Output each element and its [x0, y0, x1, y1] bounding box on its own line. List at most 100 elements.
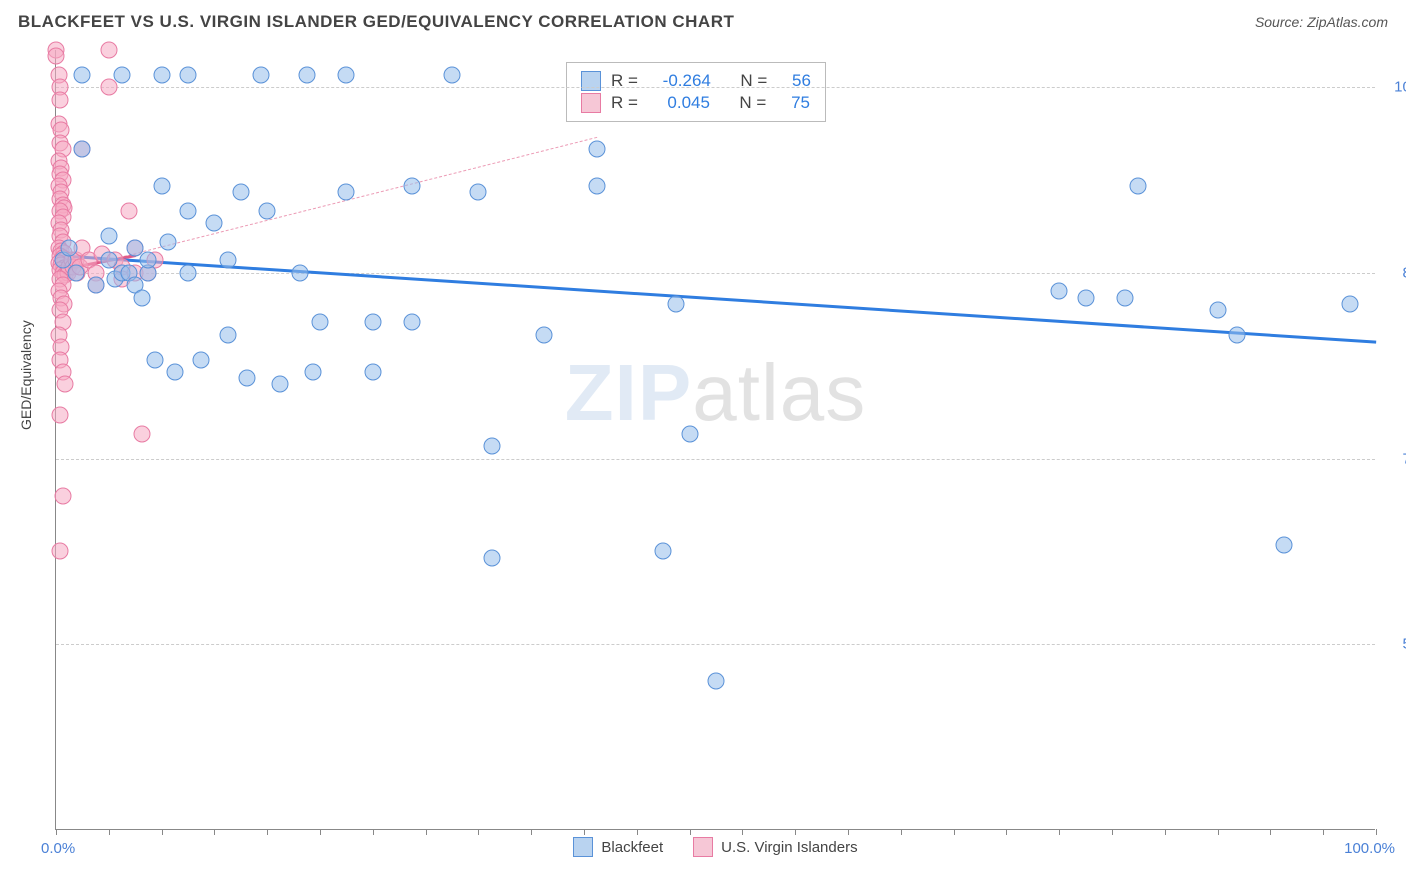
- x-tick-mark: [1165, 829, 1166, 835]
- x-tick-mark: [478, 829, 479, 835]
- data-point: [252, 66, 269, 83]
- data-point: [180, 264, 197, 281]
- data-point: [668, 295, 685, 312]
- x-tick-mark: [1112, 829, 1113, 835]
- data-point: [51, 91, 68, 108]
- data-point: [51, 407, 68, 424]
- data-point: [87, 277, 104, 294]
- data-point: [655, 543, 672, 560]
- data-point: [312, 314, 329, 331]
- data-point: [1117, 289, 1134, 306]
- data-point: [100, 79, 117, 96]
- x-tick-mark: [584, 829, 585, 835]
- data-point: [74, 141, 91, 158]
- data-point: [61, 240, 78, 257]
- data-point: [292, 264, 309, 281]
- y-tick-label: 55.0%: [1385, 636, 1406, 653]
- x-tick-mark: [1323, 829, 1324, 835]
- data-point: [54, 487, 71, 504]
- gridline: [56, 87, 1375, 88]
- x-tick-mark: [795, 829, 796, 835]
- data-point: [298, 66, 315, 83]
- data-point: [140, 252, 157, 269]
- data-point: [219, 252, 236, 269]
- data-point: [1229, 326, 1246, 343]
- data-point: [100, 227, 117, 244]
- data-point: [444, 66, 461, 83]
- x-tick-mark: [1218, 829, 1219, 835]
- data-point: [338, 184, 355, 201]
- x-tick-mark: [162, 829, 163, 835]
- x-tick-mark: [954, 829, 955, 835]
- data-point: [1209, 302, 1226, 319]
- data-point: [180, 66, 197, 83]
- y-tick-label: 85.0%: [1385, 264, 1406, 281]
- data-point: [133, 289, 150, 306]
- data-point: [153, 178, 170, 195]
- x-tick-mark: [1376, 829, 1377, 835]
- x-tick-mark: [109, 829, 110, 835]
- x-tick-mark: [742, 829, 743, 835]
- data-point: [160, 233, 177, 250]
- x-tick-mark: [267, 829, 268, 835]
- data-point: [166, 363, 183, 380]
- data-point: [589, 178, 606, 195]
- x-tick-mark: [1270, 829, 1271, 835]
- data-point: [1275, 537, 1292, 554]
- y-tick-label: 70.0%: [1385, 450, 1406, 467]
- data-point: [67, 264, 84, 281]
- legend-item-blackfeet: Blackfeet: [573, 837, 663, 857]
- gridline: [56, 644, 1375, 645]
- data-point: [57, 376, 74, 393]
- data-point: [272, 376, 289, 393]
- data-point: [133, 425, 150, 442]
- data-point: [120, 202, 137, 219]
- source-label: Source: ZipAtlas.com: [1255, 14, 1388, 30]
- x-tick-mark: [901, 829, 902, 835]
- stats-row-virgin-islanders: R = 0.045 N = 75: [581, 93, 811, 113]
- gridline: [56, 273, 1375, 274]
- data-point: [219, 326, 236, 343]
- watermark: ZIPatlas: [565, 347, 866, 439]
- legend-item-virgin-islanders: U.S. Virgin Islanders: [693, 837, 857, 857]
- data-point: [180, 202, 197, 219]
- x-tick-mark: [690, 829, 691, 835]
- data-point: [232, 184, 249, 201]
- swatch-pink-icon: [693, 837, 713, 857]
- data-point: [147, 351, 164, 368]
- y-tick-label: 100.0%: [1385, 79, 1406, 96]
- x-tick-mark: [373, 829, 374, 835]
- trend-line: [56, 254, 1376, 343]
- x-tick-mark: [637, 829, 638, 835]
- data-point: [1077, 289, 1094, 306]
- data-point: [364, 363, 381, 380]
- x-tick-mark: [1006, 829, 1007, 835]
- x-tick-mark: [56, 829, 57, 835]
- y-axis-label: GED/Equivalency: [18, 320, 34, 430]
- data-point: [259, 202, 276, 219]
- data-point: [364, 314, 381, 331]
- x-tick-mark: [848, 829, 849, 835]
- bottom-legend: Blackfeet U.S. Virgin Islanders: [56, 837, 1375, 857]
- data-point: [48, 48, 65, 65]
- data-point: [536, 326, 553, 343]
- x-tick-mark: [214, 829, 215, 835]
- data-point: [305, 363, 322, 380]
- data-point: [483, 549, 500, 566]
- data-point: [470, 184, 487, 201]
- data-point: [681, 425, 698, 442]
- data-point: [338, 66, 355, 83]
- data-point: [708, 673, 725, 690]
- data-point: [114, 66, 131, 83]
- data-point: [1341, 295, 1358, 312]
- x-tick-mark: [426, 829, 427, 835]
- stats-legend-box: R = -0.264 N = 56 R = 0.045 N = 75: [566, 62, 826, 122]
- gridline: [56, 459, 1375, 460]
- scatter-plot: ZIPatlas R = -0.264 N = 56 R = 0.045 N =…: [55, 50, 1375, 830]
- data-point: [153, 66, 170, 83]
- swatch-pink-icon: [581, 93, 601, 113]
- data-point: [206, 215, 223, 232]
- data-point: [404, 178, 421, 195]
- data-point: [239, 370, 256, 387]
- data-point: [483, 438, 500, 455]
